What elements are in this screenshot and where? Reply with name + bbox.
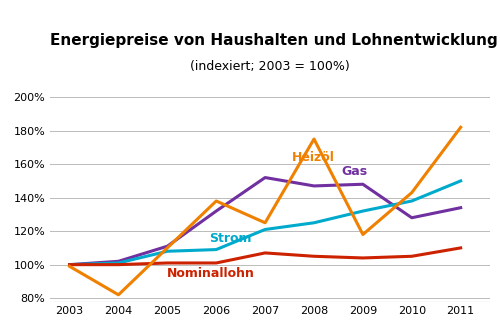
Text: Energiepreise von Haushalten und Lohnentwicklung in Deutschland: Energiepreise von Haushalten und Lohnent… [50, 33, 500, 48]
Text: (indexiert; 2003 = 100%): (indexiert; 2003 = 100%) [190, 60, 350, 73]
Text: Gas: Gas [341, 165, 367, 178]
Text: Strom: Strom [209, 232, 252, 245]
Text: Heizöl: Heizöl [292, 151, 335, 164]
Text: Nominallohn: Nominallohn [168, 267, 255, 280]
